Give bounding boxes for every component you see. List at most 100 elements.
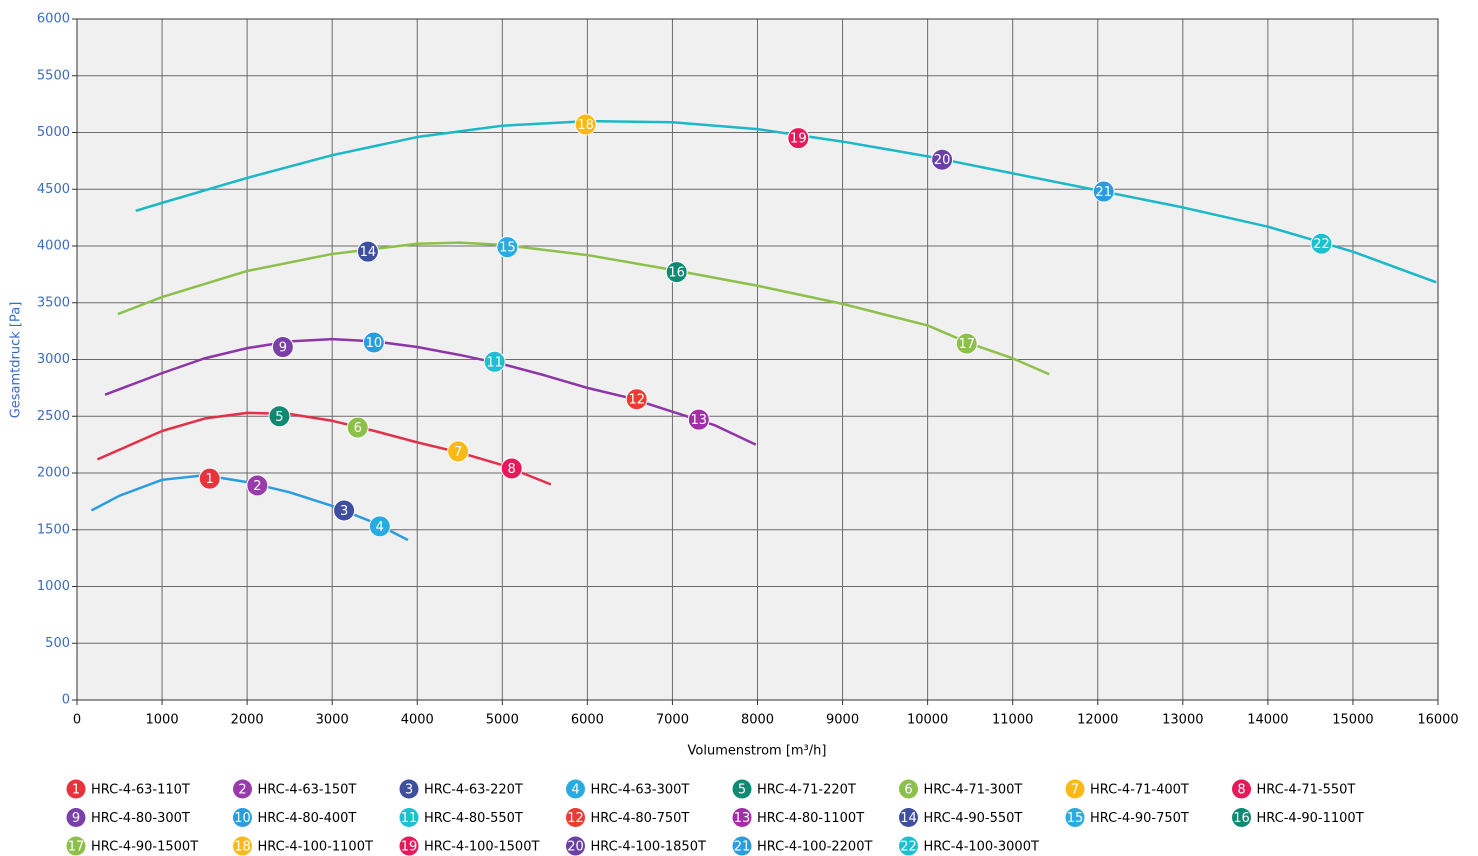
y-tick-label: 4500	[37, 182, 70, 197]
legend-swatch	[566, 779, 585, 799]
legend-label: HRC-4-80-550T	[424, 811, 523, 826]
point-number: 21	[1095, 185, 1112, 200]
legend-number: 5	[738, 783, 746, 798]
point-number: 5	[275, 410, 283, 425]
legend-swatch	[899, 808, 918, 827]
y-tick-label: 3500	[37, 295, 70, 310]
legend-label: HRC-4-100-1850T	[591, 840, 706, 855]
y-tick-label: 2500	[37, 409, 70, 424]
legend-label: HRC-4-90-550T	[924, 811, 1023, 826]
curve	[135, 119, 1437, 284]
legend-label: HRC-4-100-1500T	[424, 840, 539, 855]
legend-label: HRC-4-100-1100T	[258, 840, 373, 855]
point-marker	[271, 336, 294, 359]
legend-label: HRC-4-63-300T	[591, 783, 690, 798]
legend-label: HRC-4-80-1100T	[757, 811, 864, 826]
legend-swatch	[732, 808, 752, 827]
x-tick-label: 2000	[231, 713, 264, 728]
point-marker	[362, 331, 385, 354]
point-number: 1	[206, 472, 214, 487]
point-marker	[1310, 232, 1333, 255]
legend-swatch	[399, 808, 419, 827]
plot-border	[76, 18, 1439, 701]
point-number: 13	[691, 413, 708, 428]
point-number: 19	[790, 132, 807, 147]
point-number: 2	[253, 479, 261, 494]
point-number: 9	[279, 341, 287, 356]
y-tick-label: 5000	[37, 125, 70, 140]
legend-swatch	[566, 808, 585, 827]
legend-swatch	[233, 808, 252, 827]
legend-swatch	[399, 836, 419, 856]
legend-swatch	[233, 779, 252, 799]
legend-swatch	[1232, 779, 1251, 799]
x-tick-label: 6000	[571, 713, 604, 728]
legend-swatch	[1065, 779, 1085, 799]
legend-number: 14	[900, 811, 917, 826]
y-tick-label: 4000	[37, 239, 70, 254]
legend-number: 21	[734, 840, 751, 855]
legend-label: HRC-4-63-220T	[424, 783, 523, 798]
x-tick-label: 12000	[1077, 713, 1118, 728]
y-tick-label: 500	[45, 636, 70, 651]
x-tick-label: 15000	[1332, 713, 1373, 728]
y-tick-label: 1000	[37, 579, 70, 594]
point-marker	[333, 499, 356, 522]
x-tick-label: 10000	[907, 713, 948, 728]
point-marker	[625, 388, 648, 411]
legend-swatch	[899, 836, 918, 856]
x-tick-label: 11000	[992, 713, 1033, 728]
legend-number: 2	[238, 783, 246, 798]
curve	[117, 241, 1050, 376]
x-tick-label: 1000	[146, 713, 179, 728]
point-marker	[574, 113, 597, 136]
point-marker	[483, 350, 506, 373]
point-marker	[268, 405, 291, 428]
point-marker	[931, 148, 954, 171]
legend-swatch	[66, 836, 86, 856]
point-marker	[496, 236, 519, 259]
x-axis-title: Volumenstrom [m³/h]	[688, 744, 827, 759]
legend-swatch	[66, 779, 86, 799]
legend-swatch	[399, 779, 419, 799]
point-marker	[955, 332, 978, 355]
curve	[96, 411, 552, 486]
legend-swatch	[1232, 808, 1251, 827]
point-marker	[665, 261, 688, 284]
point-number: 6	[354, 421, 362, 436]
point-number: 10	[366, 336, 383, 351]
x-tick-label: 3000	[316, 713, 349, 728]
y-tick-label: 6000	[37, 12, 70, 27]
legend-number: 8	[1237, 783, 1245, 798]
legend-number: 6	[904, 783, 912, 798]
x-tick-label: 5000	[486, 713, 519, 728]
point-number: 4	[376, 520, 384, 535]
point-number: 17	[958, 337, 975, 352]
legend-swatch	[732, 779, 752, 799]
point-marker	[356, 240, 379, 263]
legend-swatch	[1065, 808, 1085, 827]
point-marker	[787, 127, 810, 150]
legend-label: HRC-4-80-300T	[91, 811, 190, 826]
y-tick-label: 0	[62, 693, 70, 708]
x-tick-label: 14000	[1247, 713, 1288, 728]
legend-label: HRC-4-71-400T	[1090, 783, 1189, 798]
legend-label: HRC-4-71-550T	[1257, 783, 1356, 798]
legend-number: 15	[1067, 811, 1084, 826]
point-number: 11	[486, 355, 503, 370]
legend-label: HRC-4-80-400T	[258, 811, 357, 826]
legend-label: HRC-4-100-2200T	[757, 840, 872, 855]
legend-number: 16	[1233, 811, 1250, 826]
x-tick-label: 4000	[401, 713, 434, 728]
legend-label: HRC-4-63-110T	[91, 783, 190, 798]
point-number: 7	[454, 445, 462, 460]
legend-number: 10	[234, 811, 251, 826]
point-marker	[687, 408, 710, 431]
legend-number: 7	[1071, 783, 1079, 798]
legend-number: 11	[401, 811, 418, 826]
legend-number: 3	[405, 783, 413, 798]
point-number: 14	[360, 245, 377, 260]
curve	[104, 337, 757, 446]
legend-label: HRC-4-90-750T	[1090, 811, 1189, 826]
